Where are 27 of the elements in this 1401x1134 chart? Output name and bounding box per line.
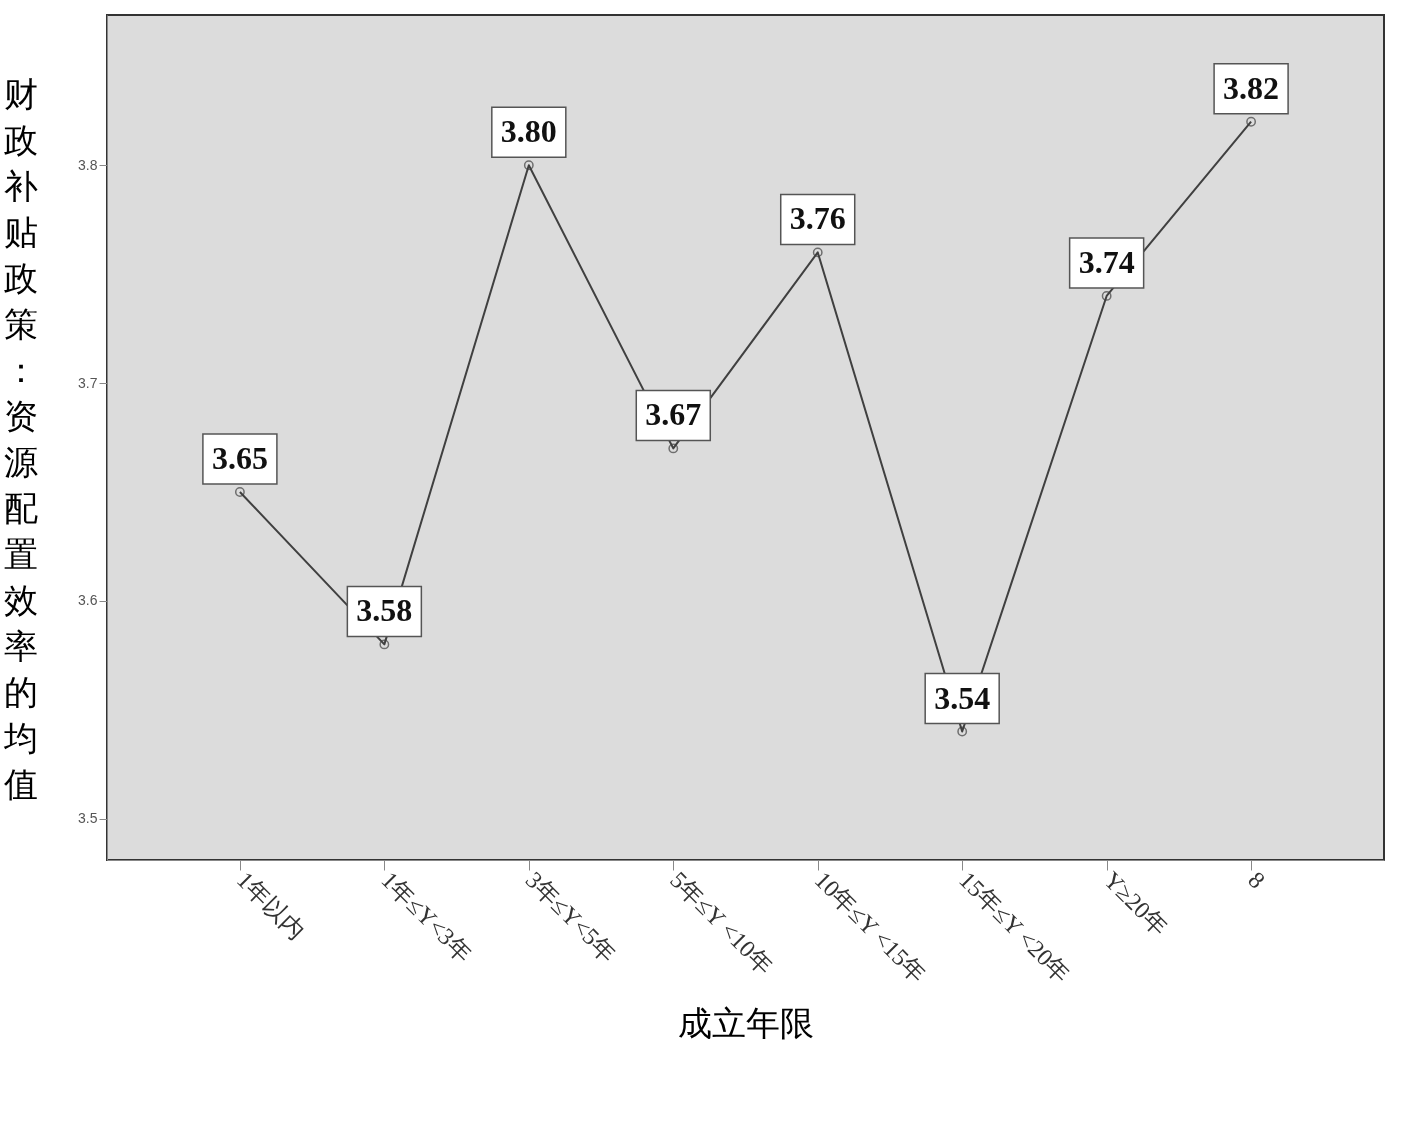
point — [812, 247, 823, 258]
y-tick-label: 3.7 — [78, 374, 98, 391]
text: 3.76 — [789, 200, 846, 237]
y-tick-label: 3.5 — [78, 810, 98, 827]
point — [1246, 116, 1257, 127]
point — [234, 487, 245, 497]
x-axis-title: 成立年限 — [678, 1005, 814, 1043]
text: 3.80 — [500, 113, 557, 150]
point — [1101, 291, 1112, 301]
y-tick-label: 3.6 — [78, 592, 98, 609]
text: 3.67 — [645, 396, 702, 433]
text: 3.82 — [1223, 69, 1280, 106]
text: 3.65 — [211, 439, 268, 476]
text: 3.74 — [1078, 243, 1135, 280]
x-tick-label: 1年以内 — [231, 866, 310, 945]
x-tick-label: 5年≤Y <10年 — [665, 866, 778, 980]
text: 财政补贴政策：资源配置效率的均值 — [3, 75, 38, 803]
x-tick-label: 10年≤Y <15年 — [809, 866, 931, 988]
point — [668, 443, 679, 454]
point — [379, 639, 390, 650]
point — [523, 160, 534, 171]
text: 3.58 — [356, 592, 413, 629]
x-tick-label: 15年≤Y <20年 — [954, 866, 1076, 988]
x-tick-label: 8 — [1243, 866, 1270, 894]
point — [957, 726, 968, 737]
y-tick-label: 3.8 — [78, 156, 98, 173]
text: 3.54 — [934, 679, 991, 716]
